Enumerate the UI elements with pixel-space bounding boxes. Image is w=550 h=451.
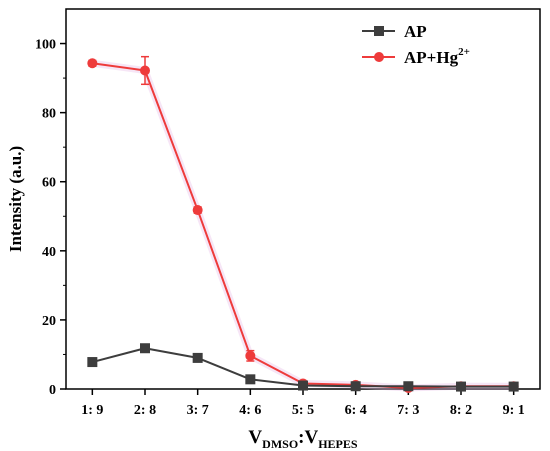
- legend-label-ap: AP: [404, 22, 427, 41]
- legend-label-ap-hg-superscript: 2+: [458, 46, 470, 58]
- y-axis-title: Intensity (a.u.): [6, 146, 25, 252]
- data-point-ap-hg: [192, 205, 203, 216]
- data-point-ap: [350, 381, 361, 392]
- x-axis-title-v1: V: [248, 427, 262, 448]
- y-axis: 0 20 40 60 80 100: [35, 38, 66, 398]
- series-ap: [87, 343, 519, 392]
- x-tick-label: 9: 1: [503, 403, 525, 418]
- y-tick-label: 80: [42, 107, 56, 122]
- data-point-ap: [192, 352, 203, 363]
- data-point-ap: [298, 380, 308, 391]
- series-shadow: [91, 59, 514, 392]
- data-point-ap-hg: [140, 65, 150, 76]
- series-line-ap-hg: [92, 62, 514, 389]
- data-point-ap: [245, 374, 256, 385]
- data-point-ap: [456, 381, 466, 392]
- x-tick-label: 7: 3: [397, 403, 419, 418]
- legend-label-ap-hg-main: AP+Hg: [404, 48, 459, 67]
- x-axis-title-sub1: DMSO: [262, 437, 298, 451]
- x-axis-title-separator: :: [298, 427, 304, 448]
- x-axis-title-v2: V: [304, 427, 318, 448]
- data-point-ap: [87, 357, 98, 368]
- data-point-ap-hg: [245, 350, 256, 361]
- x-tick-label: 8: 2: [450, 403, 472, 418]
- x-tick-label: 6: 4: [345, 403, 367, 418]
- legend-label-ap-hg: AP+Hg2+: [404, 46, 470, 67]
- series-layer: [87, 55, 519, 393]
- data-point-ap: [403, 381, 414, 392]
- y-tick-label: 40: [42, 245, 56, 260]
- x-tick-label: 1: 9: [81, 403, 103, 418]
- x-tick-label: 4: 6: [239, 403, 261, 418]
- x-axis-title: VDMSO:VHEPES: [248, 427, 357, 451]
- data-point-ap: [140, 343, 150, 354]
- y-tick-label: 0: [49, 383, 56, 398]
- x-axis-title-sub2: HEPES: [318, 437, 358, 451]
- series-ap-hg: [87, 55, 519, 393]
- legend-marker-ap-hg: [374, 52, 384, 62]
- y-tick-label: 60: [42, 176, 56, 191]
- x-axis: 1: 9 2: 8 3: 7 4: 6 5: 5 6: 4 7: 3 8: 2 9: 1: [81, 389, 525, 418]
- data-point-ap: [508, 381, 519, 392]
- legend: AP AP+Hg2+: [362, 22, 470, 67]
- data-point-ap-hg: [87, 58, 98, 69]
- x-tick-label: 3: 7: [187, 403, 209, 418]
- x-tick-label: 5: 5: [292, 403, 314, 418]
- y-tick-label: 20: [42, 314, 56, 329]
- x-tick-label: 2: 8: [134, 403, 156, 418]
- y-tick-label: 100: [35, 38, 56, 53]
- legend-marker-ap: [374, 26, 384, 36]
